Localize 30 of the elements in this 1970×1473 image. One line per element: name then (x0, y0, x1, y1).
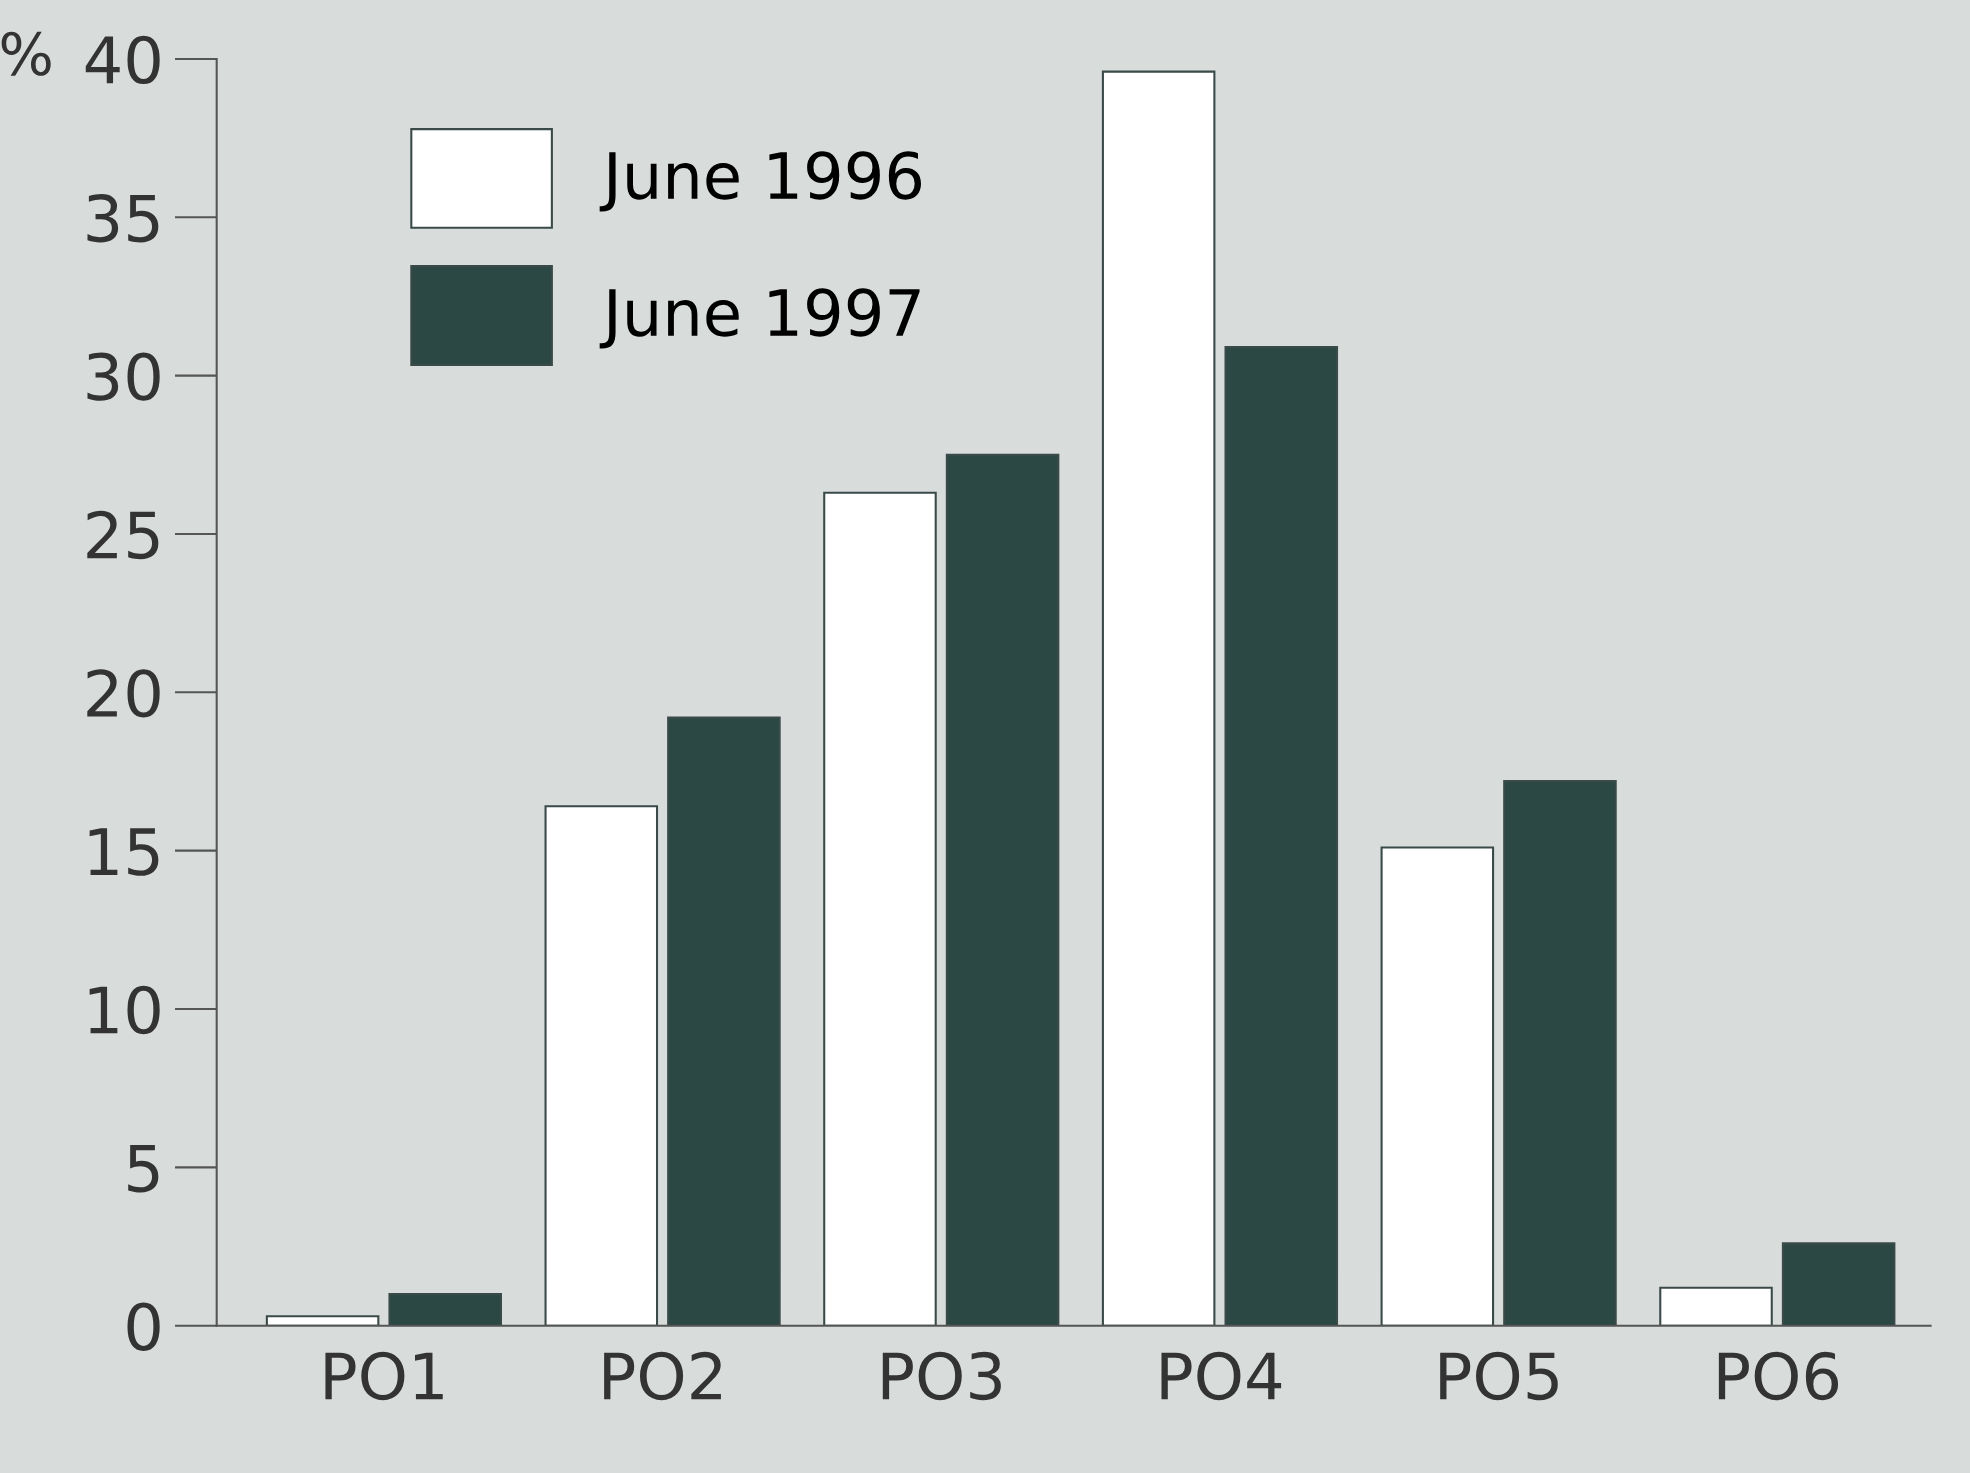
x-tick-label: PO1 (325, 1351, 443, 1401)
bar (265, 1315, 380, 1326)
y-tick-label: 5 (128, 1145, 159, 1193)
x-tick-label: PO4 (1161, 1351, 1282, 1401)
y-tick-label: 40 (85, 35, 160, 85)
bar (945, 453, 1060, 1326)
bar (1380, 846, 1495, 1326)
y-tick-label: 35 (87, 194, 159, 243)
x-tick-label: PO6 (1718, 1351, 1839, 1401)
x-tick-label: PO5 (1440, 1351, 1558, 1401)
bar (1101, 70, 1216, 1326)
bar (1659, 1286, 1773, 1326)
legend-label: June 1996 (599, 151, 921, 212)
bar (544, 805, 659, 1326)
y-axis-title: % (1, 31, 51, 76)
bar (1224, 346, 1339, 1326)
y-tick-label: 30 (87, 352, 160, 401)
y-tick-label: 0 (127, 1302, 160, 1351)
y-tick-label: 15 (89, 828, 159, 876)
y-tick-label: 25 (87, 510, 159, 560)
bar (1503, 779, 1617, 1326)
y-tick-label: 10 (89, 985, 160, 1035)
x-tick-label: PO3 (882, 1351, 1001, 1401)
bar (667, 716, 781, 1326)
bar (823, 491, 937, 1326)
bar (1781, 1242, 1896, 1326)
bar (388, 1292, 502, 1326)
legend-label: June 1997 (599, 288, 920, 349)
x-tick-label: PO2 (604, 1351, 721, 1401)
y-tick-label: 20 (87, 669, 160, 718)
